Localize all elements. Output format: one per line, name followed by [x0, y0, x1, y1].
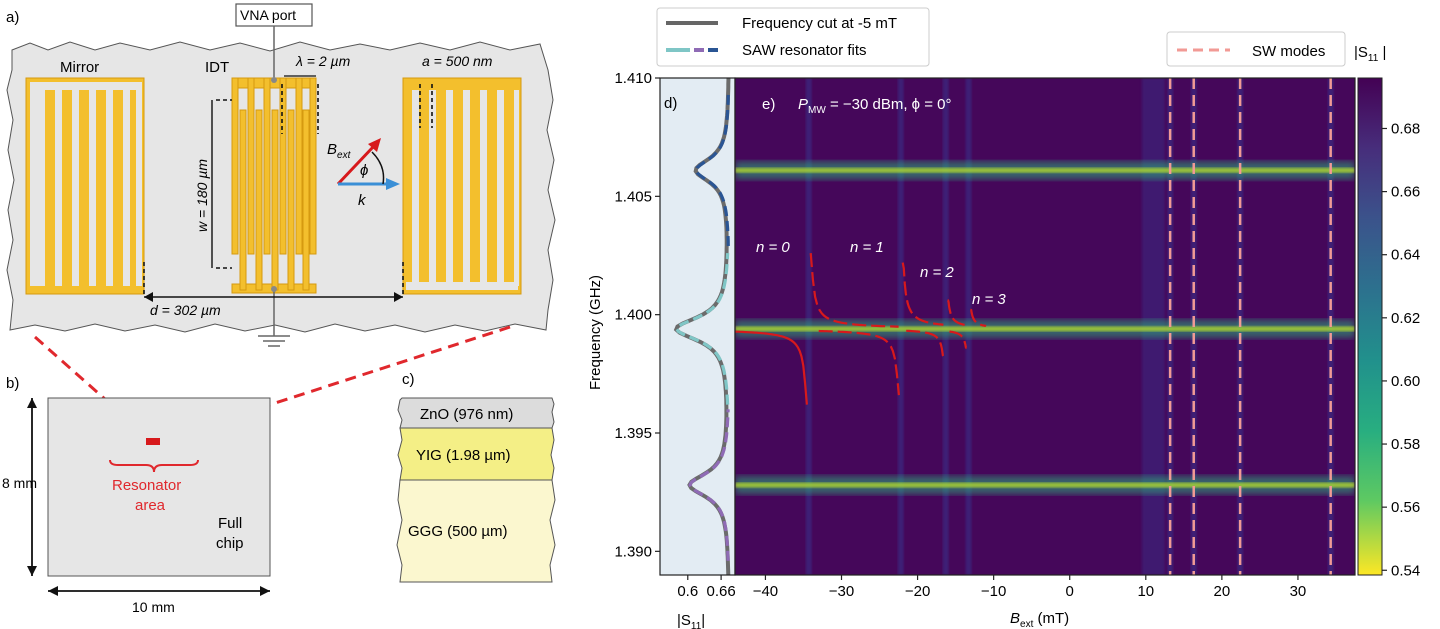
x-tick-label-1: −30 [829, 583, 854, 600]
panel-b-label: b) [6, 375, 19, 392]
red-fit-curves [735, 253, 987, 405]
layer-yig-label: YIG (1.98 µm) [416, 447, 511, 464]
saw-mode-core-0 [735, 167, 1355, 173]
fit-curve-lower-3 [949, 330, 968, 349]
fit-curve-lower-1 [818, 329, 900, 396]
idt-electrodes [231, 77, 317, 294]
resonator-label-2: area [135, 497, 166, 514]
y-tick-label-1: 1.395 [614, 425, 652, 442]
layer-zno-label: ZnO (976 nm) [420, 406, 513, 423]
ground-icon [258, 335, 290, 347]
mode-label-n1: n = 1 [850, 239, 884, 256]
colorbar-ticks: 0.68 0.66 0.64 0.62 0.60 0.58 0.56 0.54 [1382, 120, 1420, 579]
y-axis-ticks: 1.390 1.395 1.400 1.405 1.410 [614, 70, 660, 560]
resonator-label-1: Resonator [112, 477, 181, 494]
cb-tick-label-4: 0.60 [1391, 373, 1420, 390]
legend-item-cut: Frequency cut at -5 mT [742, 15, 897, 32]
cut-xlabel: |S11| [677, 612, 705, 629]
panel-c-label: c) [402, 371, 415, 388]
resonator-area-marker [146, 438, 160, 445]
fit-curve-lower-0 [735, 330, 808, 405]
panel-c: c) ZnO (976 nm) YIG (1.98 µm) GGG (500 µ… [396, 371, 556, 583]
heatmap-saw-modes [735, 161, 1355, 495]
phi-label: ϕ [360, 162, 368, 179]
layer-zno [397, 397, 555, 429]
y-tick-label-3: 1.405 [614, 188, 652, 205]
cut-panel-bg [660, 78, 735, 575]
fit-curve-upper-3 [970, 308, 987, 328]
cut-xticks: 0.6 0.66 [677, 575, 736, 600]
a-spacing-label: a = 500 nm [422, 53, 493, 69]
colorbar-gradient [1357, 77, 1383, 576]
fit-curve-upper-1 [901, 262, 944, 326]
fit-curve-lower-2 [906, 329, 945, 358]
cut-curves [673, 77, 731, 576]
y-tick-label-2: 1.400 [614, 307, 652, 324]
panel-e: e) PMW = −30 dBm, ϕ = 0° n = 0 n = 1 n =… [734, 77, 1356, 629]
panel-a: a) Mirror IDT [6, 3, 556, 443]
layer-ggg [396, 479, 556, 583]
legend-item-sw-modes: SW modes [1252, 43, 1325, 60]
colorbar-label: |S11 | [1354, 44, 1386, 64]
y-axis-label: Frequency (GHz) [587, 275, 604, 390]
x-axis-label: Bext (mT) [1010, 610, 1069, 629]
power-annotation: PMW = −30 dBm, ϕ = 0° [798, 96, 952, 116]
fit-curve-upper-2 [947, 299, 967, 327]
panel-a-label: a) [6, 9, 19, 26]
idt-label: IDT [205, 59, 229, 76]
x-tick-label-0: −40 [753, 583, 778, 600]
cb-tick-label-6: 0.56 [1391, 499, 1420, 516]
chip-width-label: 10 mm [132, 599, 175, 615]
cut-x-tick-label-0: 0.6 [677, 583, 698, 600]
w-height-label: w = 180 µm [194, 159, 210, 232]
vna-port-label: VNA port [240, 7, 296, 23]
lambda-label: λ = 2 µm [295, 53, 351, 69]
x-tick-label-2: −20 [905, 583, 930, 600]
cb-tick-label-2: 0.64 [1391, 247, 1420, 264]
legend-right: SW modes [1166, 31, 1346, 67]
x-axis-ticks: −40 −30 −20 −10 0 10 20 30 [753, 575, 1307, 600]
saw-mode-core-2 [735, 482, 1355, 488]
mode-label-n0: n = 0 [756, 239, 790, 256]
mirror-label: Mirror [60, 59, 99, 76]
chip-outline [47, 397, 271, 577]
layer-ggg-label: GGG (500 µm) [408, 523, 508, 540]
panel-d: d) 0.6 0.66 |S11| 1.390 1.395 1.400 1.405 1.4… [587, 70, 736, 629]
x-tick-label-3: −10 [981, 583, 1006, 600]
colorbar: 0.68 0.66 0.64 0.62 0.60 0.58 0.56 0.54 |S11 | [1354, 44, 1420, 579]
cb-tick-label-1: 0.66 [1391, 184, 1420, 201]
panel-d-label: d) [664, 95, 677, 112]
mode-label-n2: n = 2 [920, 264, 954, 281]
full-chip-label-2: chip [216, 535, 244, 552]
cb-tick-label-0: 0.68 [1391, 120, 1420, 137]
x-tick-label-4: 0 [1066, 583, 1074, 600]
cb-tick-label-5: 0.58 [1391, 436, 1420, 453]
panel-e-label: e) [762, 96, 775, 113]
cut-x-tick-label-1: 0.66 [707, 583, 736, 600]
x-tick-label-5: 10 [1137, 583, 1154, 600]
fit-curve-upper-0 [809, 253, 899, 328]
y-tick-label-0: 1.390 [614, 543, 652, 560]
cb-tick-label-3: 0.62 [1391, 310, 1420, 327]
k-label: k [358, 192, 367, 209]
cb-tick-label-7: 0.54 [1391, 562, 1420, 579]
legend-item-fits: SAW resonator fits [742, 42, 866, 59]
b-ext-label: Bext [327, 141, 352, 161]
panel-b: b) Resonator area Full chip 8 mm 10 mm [2, 375, 271, 615]
full-chip-label-1: Full [218, 515, 242, 532]
saw-mode-core-1 [735, 326, 1355, 332]
saw-fit-curve-2 [688, 409, 730, 561]
x-tick-label-7: 30 [1290, 583, 1307, 600]
saw-fit-curve-0 [694, 94, 730, 247]
d-distance-label: d = 302 µm [150, 302, 221, 318]
sw-mode-lines [1168, 78, 1332, 575]
x-tick-label-6: 20 [1214, 583, 1231, 600]
chip-height-label: 8 mm [2, 475, 37, 491]
legend-left: Frequency cut at -5 mT SAW resonator fit… [656, 7, 930, 67]
mode-label-n3: n = 3 [972, 291, 1006, 308]
y-tick-label-4: 1.410 [614, 70, 652, 87]
